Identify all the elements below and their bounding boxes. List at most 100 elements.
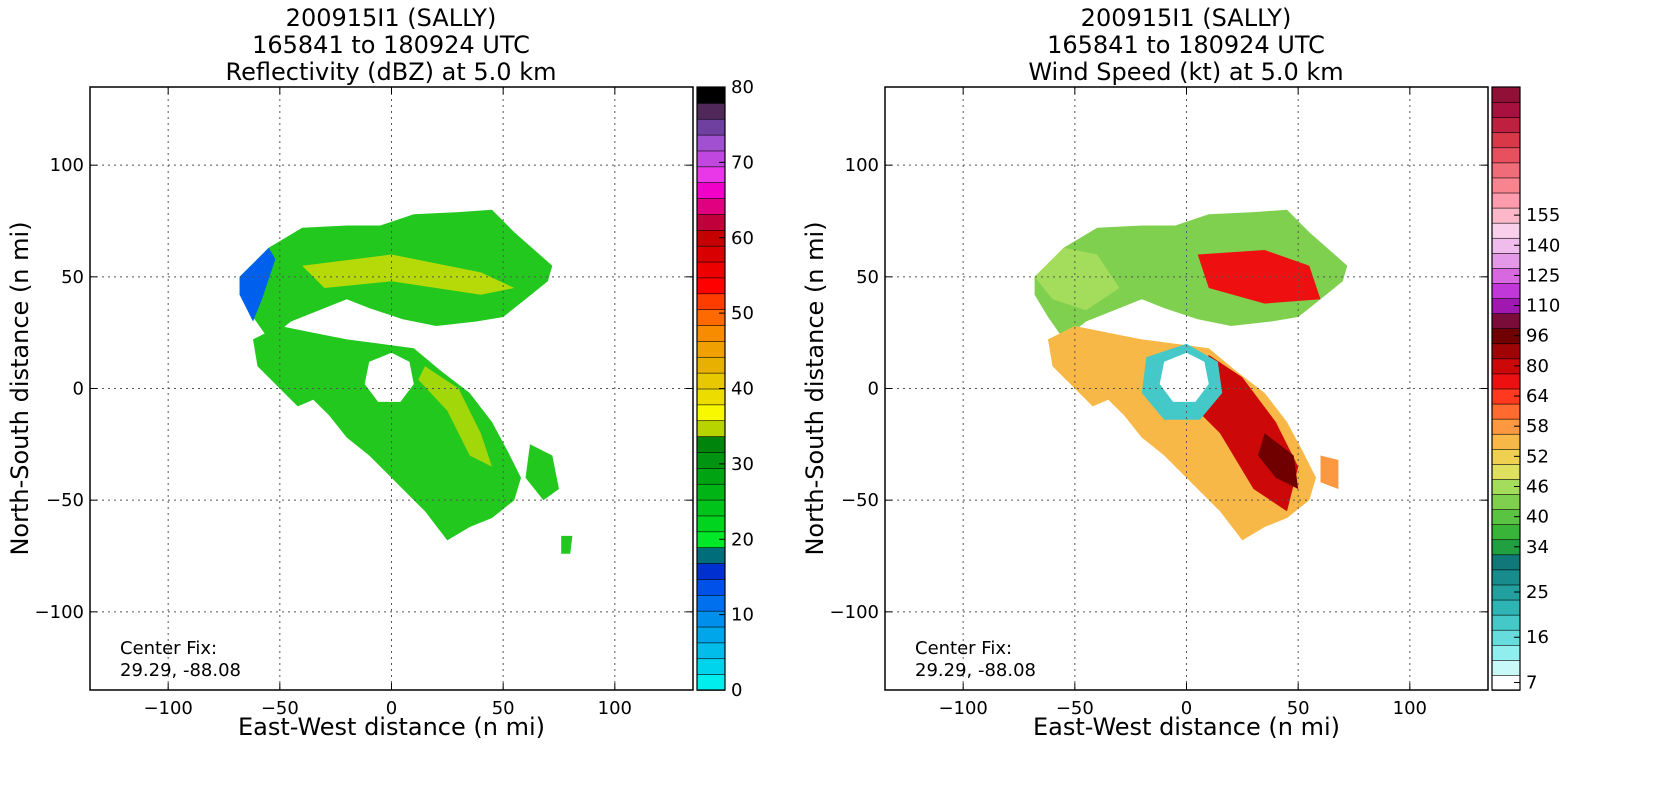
x-axis-label: East-West distance (n mi) [1033,713,1340,741]
chart-panel-1: 200915I1 (SALLY)165841 to 180924 UTCRefl… [6,4,754,741]
x-tick-label: 0 [386,698,397,719]
colorbar-tick-label: 64 [1526,386,1549,407]
x-tick-label: −100 [938,698,987,719]
colorbar-bin [1491,177,1521,194]
panel-title-line-2: 165841 to 180924 UTC [252,31,530,59]
panel-title-line-3: Reflectivity (dBZ) at 5.0 km [226,58,557,86]
x-tick-label: 100 [598,698,632,719]
colorbar-bin [696,134,726,152]
x-tick-label: −100 [143,698,192,719]
colorbar-tick-label: 34 [1526,537,1549,558]
colorbar-bin [1491,86,1521,103]
wind-region-east [1320,455,1339,489]
colorbar-bin [696,562,726,580]
colorbar-bin [1491,403,1521,420]
colorbar-bin [696,166,726,184]
colorbar-bin [696,181,726,199]
y-tick-label: 50 [856,267,879,288]
y-tick-label: 100 [50,155,84,176]
colorbar-bin [1491,554,1521,571]
colorbar-tick-label: 60 [731,228,754,249]
eye-region [364,352,414,402]
colorbar-bin [696,467,726,485]
colorbar-bin [696,261,726,279]
colorbar-bin [696,292,726,310]
colorbar-tick-label: 40 [1526,507,1549,528]
colorbar-bin [696,435,726,453]
y-axis-label: North-South distance (n mi) [801,221,829,555]
panel-title-line-1: 200915I1 (SALLY) [1081,4,1292,32]
colorbar-bin [696,150,726,168]
colorbar-bin [696,578,726,596]
x-tick-label: 50 [492,698,515,719]
colorbar-tick-label: 20 [731,529,754,550]
colorbar-tick-label: 70 [731,152,754,173]
x-tick-label: 0 [1181,698,1192,719]
colorbar-tick-label: 46 [1526,476,1549,497]
reflectivity-region-southeast [561,535,573,554]
colorbar-tick-label: 125 [1526,265,1560,286]
colorbar-bin [696,102,726,120]
colorbar-tick-label: 50 [731,303,754,324]
colorbar-bin [1491,342,1521,360]
colorbar-bin [1491,463,1521,480]
y-tick-label: 0 [868,379,879,400]
y-tick-label: −50 [841,490,879,511]
y-tick-label: −100 [830,602,879,623]
center-fix-annotation: 29.29, -88.08 [120,660,241,681]
colorbar-bin [696,245,726,263]
colorbar-bin [696,118,726,136]
colorbar-bin [696,277,726,295]
colorbar-tick-label: 10 [731,605,754,626]
colorbar-bin [696,404,726,422]
colorbar-tick-label: 140 [1526,235,1560,256]
colorbar-bin [1491,599,1521,616]
colorbar-bin [1491,433,1521,450]
colorbar-bin [1491,644,1521,661]
colorbar-bin [1491,523,1521,541]
colorbar-tick-label: 7 [1526,672,1537,693]
colorbar-tick-label: 58 [1526,416,1549,437]
y-tick-label: 0 [73,379,84,400]
wind-region-south [1048,326,1316,541]
colorbar-bin [696,86,726,104]
reflectivity-high-band [418,366,492,467]
colorbar: 7 16 25 34 40 46 52 58 64 80 96 110 125 140 155 [1491,86,1560,693]
colorbar-tick-label: 52 [1526,446,1549,467]
colorbar-bin [1491,162,1521,179]
colorbar-bin [1491,282,1521,299]
wind-region-strong [1197,250,1321,304]
colorbar-bin [1491,614,1521,631]
center-fix-annotation: 29.29, -88.08 [915,660,1036,681]
center-fix-annotation: Center Fix: [915,638,1012,659]
colorbar-tick-label: 40 [731,379,754,400]
colorbar-bin [1491,147,1521,164]
colorbar-bin [696,657,726,675]
colorbar-tick-label: 96 [1526,326,1549,347]
colorbar-bin [1491,659,1521,676]
colorbar-bin [1491,569,1521,586]
colorbar-bin [1491,131,1521,149]
colorbar-bin [696,642,726,660]
colorbar-bin [696,213,726,231]
reflectivity-region-east [525,444,559,501]
panel-title-line-2: 165841 to 180924 UTC [1047,31,1325,59]
colorbar-bin [696,388,726,406]
colorbar-tick-label: 80 [731,77,754,98]
chart-panel-2: 200915I1 (SALLY)165841 to 180924 UTCWind… [801,4,1560,741]
center-fix-annotation: Center Fix: [120,638,217,659]
reflectivity-high-band [302,254,515,295]
colorbar-bin [696,594,726,612]
colorbar-tick-label: 25 [1526,582,1549,603]
x-tick-label: −50 [1056,698,1094,719]
colorbar-tick-label: 155 [1526,205,1560,226]
colorbar-bin [696,308,726,326]
y-axis-label: North-South distance (n mi) [6,221,34,555]
x-tick-label: −50 [261,698,299,719]
reflectivity-low-band [239,247,276,322]
colorbar-bin [696,626,726,644]
colorbar-bin [696,546,726,564]
wind-region-max [1258,433,1299,489]
colorbar-bin [696,499,726,517]
y-tick-label: 50 [61,267,84,288]
